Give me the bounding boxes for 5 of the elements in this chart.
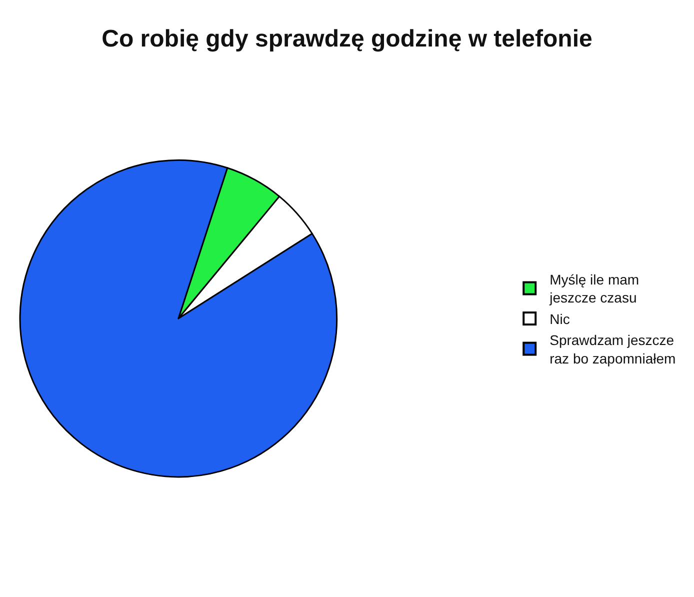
chart-title: Co robię gdy sprawdzę godzinę w telefonie — [102, 26, 592, 53]
legend-label: Nic — [550, 310, 570, 327]
pie-slice — [19, 160, 338, 478]
legend-label: Myślę ile mam jeszcze czasu — [548, 272, 640, 306]
legend-label: Sprawdzam jeszcze raz bo zapomniałem — [550, 332, 676, 366]
